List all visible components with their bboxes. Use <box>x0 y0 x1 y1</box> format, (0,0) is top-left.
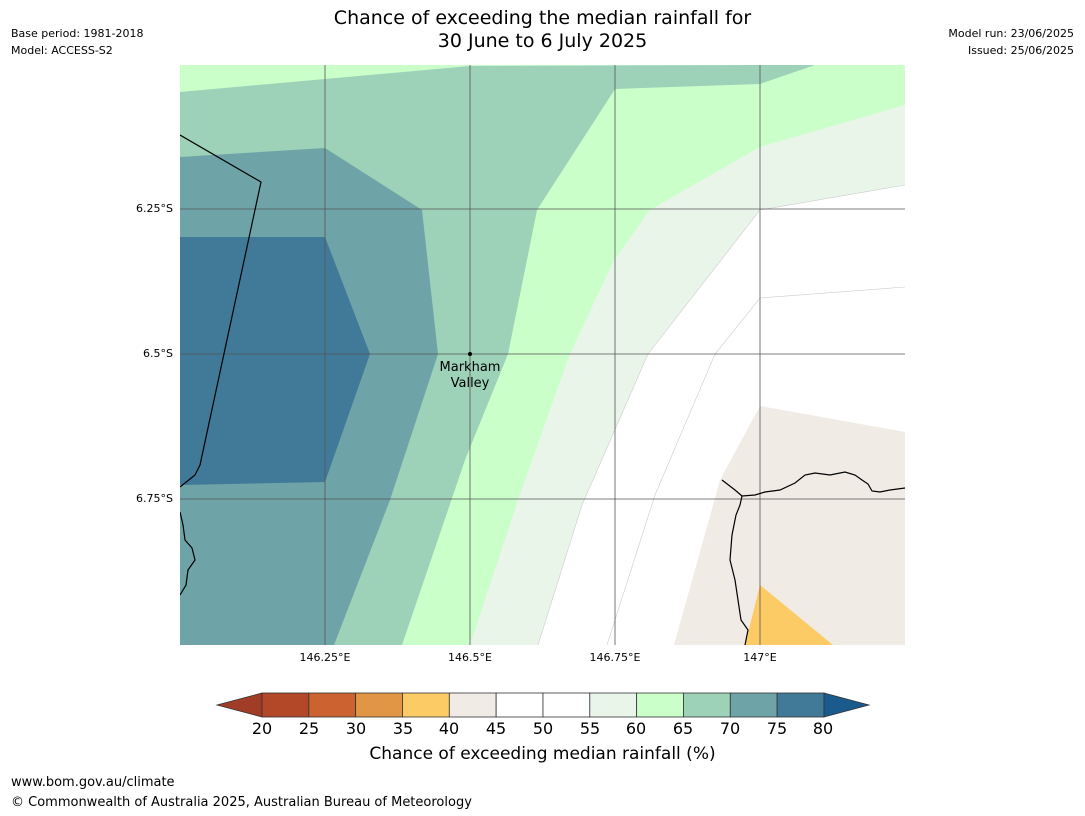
colorbar-tick: 35 <box>392 719 414 738</box>
colorbar-tick: 20 <box>251 719 273 738</box>
lat-label-6-75: 6.75°S <box>136 492 173 505</box>
band-35-40 <box>745 585 833 645</box>
coastline-west <box>180 511 196 596</box>
colorbar-segment <box>589 692 638 718</box>
lat-label-6-5: 6.5°S <box>143 347 173 360</box>
colorbar-tick: 80 <box>812 719 834 738</box>
lat-label-6-25: 6.25°S <box>136 202 173 215</box>
metadata-left: Base period: 1981-2018 Model: ACCESS-S2 <box>11 25 143 59</box>
colorbar-segment <box>683 692 731 718</box>
colorbar-segment <box>261 692 310 718</box>
colorbar-tick: 30 <box>345 719 367 738</box>
colorbar-segment <box>355 692 403 718</box>
metadata-right: Model run: 23/06/2025 Issued: 25/06/2025 <box>948 25 1074 59</box>
issued-text: Issued: 25/06/2025 <box>967 44 1074 57</box>
lon-label-146-5: 146.5°E <box>448 651 492 664</box>
coastline-east <box>721 479 749 645</box>
map-layers <box>180 65 905 645</box>
markham-valley-marker <box>468 352 472 356</box>
colorbar-segment <box>448 692 497 718</box>
map-title: Chance of exceeding the median rainfall … <box>0 7 1085 53</box>
colorbar-segment <box>729 692 778 718</box>
colorbar-segment <box>495 692 544 718</box>
colorbar-segment <box>636 692 684 718</box>
colorbar-tick: 70 <box>719 719 741 738</box>
province-boundary <box>180 134 262 488</box>
base-period-text: Base period: 1981-2018 <box>11 27 144 40</box>
colorbar-tick: 25 <box>298 719 320 738</box>
colorbar-tick: 40 <box>438 719 460 738</box>
colorbar-tick: 45 <box>485 719 507 738</box>
colorbar-tick: 75 <box>766 719 788 738</box>
colorbar-tick: 55 <box>579 719 601 738</box>
colorbar-segment <box>308 692 357 718</box>
colorbar-segment <box>542 692 591 718</box>
colorbar-tick: 50 <box>532 719 554 738</box>
colorbar-extend-low <box>215 692 263 718</box>
colorbar-segment <box>402 692 450 718</box>
lon-label-146-25: 146.25°E <box>299 651 351 664</box>
coastline-northeast <box>741 471 905 497</box>
model-run-text: Model run: 23/06/2025 <box>948 27 1074 40</box>
band-40-45 <box>674 406 905 645</box>
model-text: Model: ACCESS-S2 <box>11 44 113 57</box>
bom-url: www.bom.gov.au/climate <box>11 775 175 790</box>
band-75-80 <box>180 237 370 485</box>
title-line-2: 30 June to 6 July 2025 <box>437 30 648 52</box>
title-line-1: Chance of exceeding the median rainfall … <box>333 7 752 29</box>
colorbar <box>215 692 871 718</box>
colorbar-tick: 65 <box>672 719 694 738</box>
lon-label-147: 147°E <box>743 651 777 664</box>
lon-label-146-75: 146.75°E <box>589 651 641 664</box>
colorbar-label: Chance of exceeding median rainfall (%) <box>369 744 716 764</box>
place-label-line-1: Markham <box>439 360 501 375</box>
place-label-markham-valley: Markham Valley <box>440 360 501 392</box>
colorbar-tick: 60 <box>625 719 647 738</box>
colorbar-segment <box>776 692 825 718</box>
colorbar-extend-high <box>823 692 871 718</box>
place-label-line-2: Valley <box>450 376 490 391</box>
copyright-text: © Commonwealth of Australia 2025, Austra… <box>11 795 472 810</box>
